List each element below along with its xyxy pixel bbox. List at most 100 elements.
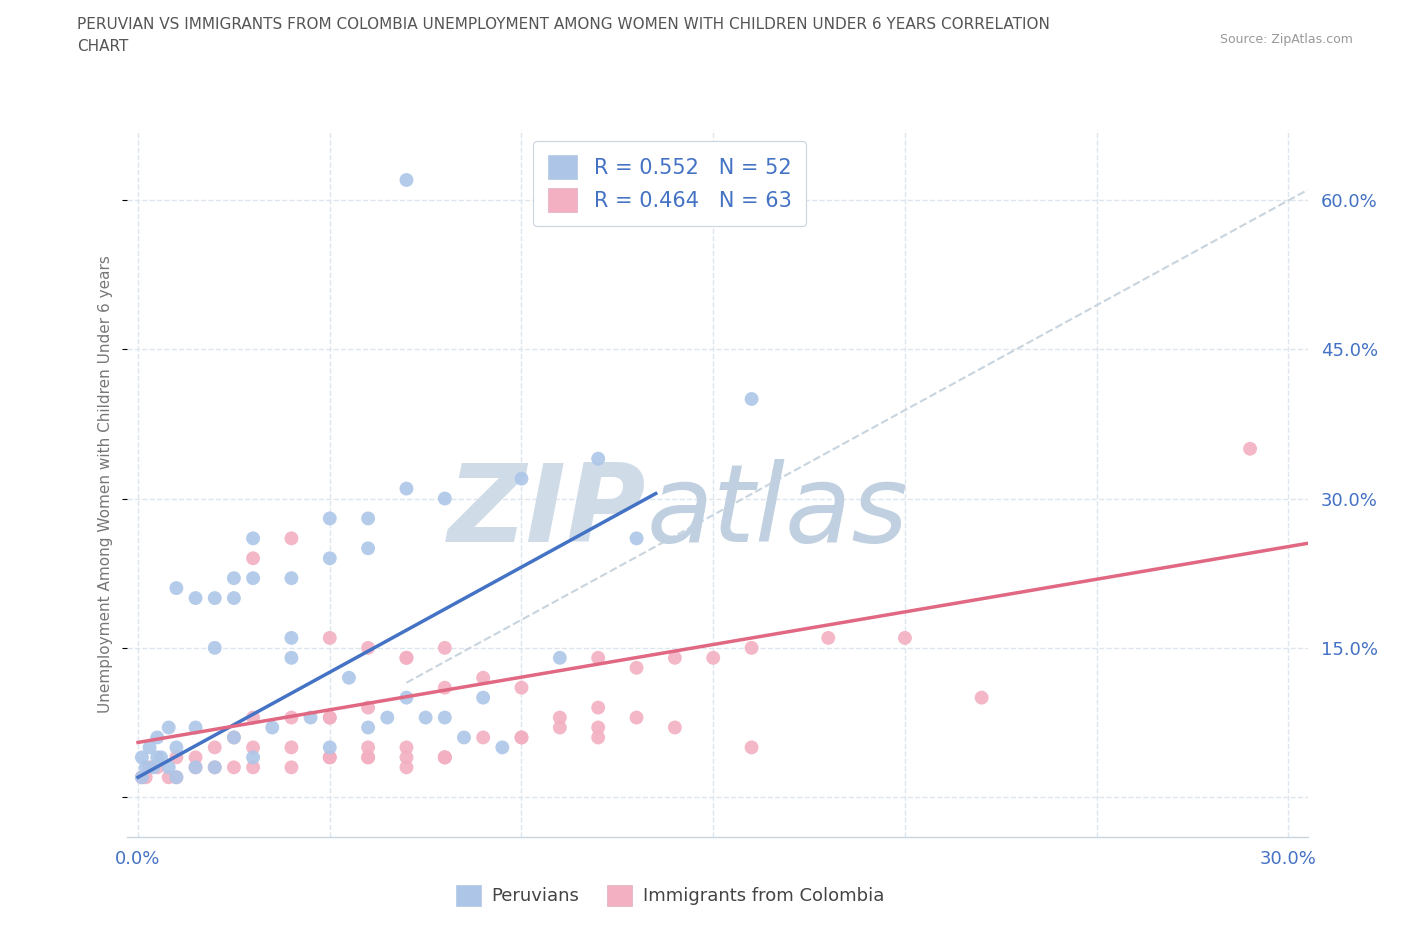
Point bbox=[146, 750, 169, 764]
Point bbox=[299, 711, 322, 725]
Point bbox=[242, 740, 264, 755]
Point bbox=[222, 760, 245, 775]
Point bbox=[280, 631, 302, 645]
Point bbox=[970, 690, 993, 705]
Point bbox=[204, 641, 226, 656]
Point bbox=[548, 711, 571, 725]
Point bbox=[242, 711, 264, 725]
Point bbox=[357, 750, 380, 764]
Point bbox=[135, 760, 157, 775]
Point bbox=[146, 760, 169, 775]
Point bbox=[222, 591, 245, 605]
Point bbox=[433, 750, 456, 764]
Point bbox=[184, 750, 207, 764]
Point bbox=[395, 760, 418, 775]
Point bbox=[395, 690, 418, 705]
Point bbox=[817, 631, 839, 645]
Point bbox=[453, 730, 475, 745]
Point bbox=[146, 730, 169, 745]
Point bbox=[626, 711, 648, 725]
Legend: Peruvians, Immigrants from Colombia: Peruvians, Immigrants from Colombia bbox=[449, 878, 891, 912]
Point bbox=[222, 571, 245, 586]
Point bbox=[375, 711, 398, 725]
Point bbox=[138, 740, 160, 755]
Text: atlas: atlas bbox=[647, 459, 908, 565]
Point bbox=[741, 740, 763, 755]
Point bbox=[157, 760, 180, 775]
Point bbox=[319, 511, 342, 525]
Point bbox=[510, 472, 533, 486]
Point bbox=[165, 750, 187, 764]
Point bbox=[548, 720, 571, 735]
Point bbox=[472, 671, 495, 685]
Point bbox=[242, 531, 264, 546]
Point bbox=[157, 770, 180, 785]
Point bbox=[280, 760, 302, 775]
Point bbox=[319, 750, 342, 764]
Point bbox=[280, 531, 302, 546]
Text: ZIP: ZIP bbox=[449, 458, 647, 565]
Point bbox=[242, 571, 264, 586]
Point bbox=[165, 770, 187, 785]
Point bbox=[222, 730, 245, 745]
Point bbox=[1239, 442, 1261, 457]
Point bbox=[395, 740, 418, 755]
Point bbox=[319, 551, 342, 565]
Point bbox=[586, 650, 609, 665]
Point bbox=[242, 750, 264, 764]
Point bbox=[433, 750, 456, 764]
Point bbox=[357, 750, 380, 764]
Point bbox=[395, 650, 418, 665]
Point bbox=[702, 650, 724, 665]
Point bbox=[357, 700, 380, 715]
Point bbox=[222, 730, 245, 745]
Point bbox=[337, 671, 360, 685]
Point bbox=[626, 660, 648, 675]
Point bbox=[242, 551, 264, 565]
Point bbox=[586, 700, 609, 715]
Point bbox=[741, 641, 763, 656]
Point bbox=[165, 580, 187, 595]
Point bbox=[280, 711, 302, 725]
Point bbox=[319, 631, 342, 645]
Text: CHART: CHART bbox=[77, 39, 129, 54]
Point bbox=[131, 770, 153, 785]
Text: Source: ZipAtlas.com: Source: ZipAtlas.com bbox=[1219, 33, 1353, 46]
Point bbox=[510, 730, 533, 745]
Point bbox=[165, 770, 187, 785]
Point bbox=[131, 770, 153, 785]
Point bbox=[280, 740, 302, 755]
Point bbox=[548, 650, 571, 665]
Point bbox=[204, 740, 226, 755]
Point bbox=[357, 720, 380, 735]
Point bbox=[319, 740, 342, 755]
Point bbox=[357, 740, 380, 755]
Point bbox=[433, 641, 456, 656]
Point bbox=[184, 720, 207, 735]
Point bbox=[586, 451, 609, 466]
Point bbox=[433, 711, 456, 725]
Point bbox=[204, 591, 226, 605]
Point bbox=[280, 650, 302, 665]
Point bbox=[415, 711, 437, 725]
Point bbox=[586, 730, 609, 745]
Point bbox=[741, 392, 763, 406]
Point bbox=[586, 720, 609, 735]
Point bbox=[395, 650, 418, 665]
Point bbox=[510, 730, 533, 745]
Point bbox=[395, 173, 418, 188]
Point bbox=[184, 760, 207, 775]
Point bbox=[626, 531, 648, 546]
Point bbox=[472, 730, 495, 745]
Point bbox=[204, 760, 226, 775]
Point bbox=[510, 680, 533, 695]
Point bbox=[157, 720, 180, 735]
Point bbox=[184, 591, 207, 605]
Point bbox=[204, 760, 226, 775]
Point bbox=[150, 750, 173, 764]
Point bbox=[664, 650, 686, 665]
Point bbox=[664, 720, 686, 735]
Point bbox=[131, 750, 153, 764]
Point bbox=[165, 740, 187, 755]
Point bbox=[262, 720, 284, 735]
